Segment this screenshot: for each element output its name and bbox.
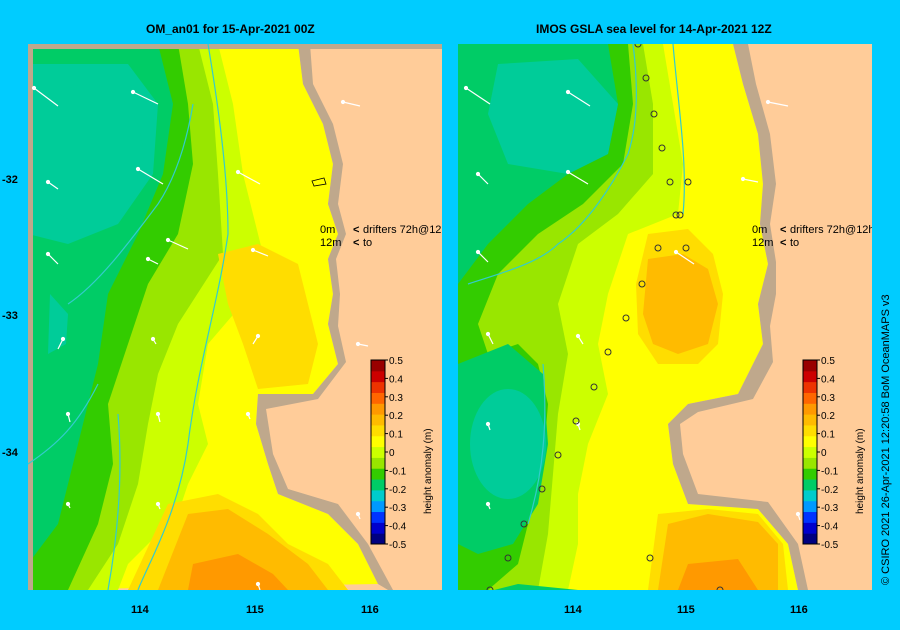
colorbar-swatch [803,414,817,426]
colorbar-swatch [371,381,385,393]
colorbar-swatch [371,392,385,404]
legend-row2-arrow-icon: < [353,237,359,249]
colorbar-tick-label: 0.2 [821,411,835,422]
colorbar-tick-label: 0.4 [389,374,403,385]
colorbar-swatch [371,500,385,513]
legend-right-row2-depth: 12m [752,237,773,249]
colorbar-swatch [803,360,817,372]
sea-level-map-left: 0m < drifters 72h@12h 12m < to 0.5 0.4 0.3… [28,44,442,590]
colorbar-right: 0.5 0.4 0.3 0.2 0.1 0 -0.1 -0.2 -0.3 -0.4 -0.5 heig… [802,356,866,551]
colorbar-swatch [803,489,817,502]
colorbar-tick-label: 0 [821,448,827,459]
colorbar-tick-label: 0.5 [821,356,835,367]
colorbar-swatch [803,522,817,534]
legend-right-row1-text: drifters 72h@12h [790,224,872,236]
colorbar-swatch [371,489,385,502]
colorbar-swatch [803,457,817,469]
legend-row1-text: drifters 72h@12h [363,224,442,236]
lon-tick-right-1: 114 [564,604,582,616]
legend-right-row2-arrow-icon: < [780,237,786,249]
colorbar-tick-label: -0.1 [821,466,839,477]
colorbar-swatch [803,403,817,415]
colorbar-tick-label: -0.2 [389,485,407,496]
colorbar-tick-label: -0.3 [389,503,407,514]
colorbar-tick-label: -0.5 [389,540,407,551]
lon-tick-left-2: 115 [246,604,264,616]
colorbar-tick-label: 0.1 [821,430,835,441]
lon-tick-right-2: 115 [677,604,695,616]
map-panel-left[interactable]: 0m < drifters 72h@12h 12m < to 0.5 0.4 0.3… [28,44,442,590]
colorbar-tick-label: -0.2 [821,485,839,496]
legend-right-row2-text: to [790,237,799,249]
colorbar-swatch [371,522,385,534]
colorbar-swatch [803,533,817,545]
colorbar-tick-label: 0.1 [389,430,403,441]
legend-right-row1-depth: 0m [752,224,767,236]
panel-left-title: OM_an01 for 15-Apr-2021 00Z [146,22,315,36]
colorbar-swatch [371,403,385,415]
colorbar-tick-label: -0.4 [821,522,839,533]
drifter-legend-left: 0m < drifters 72h@12h 12m < to [320,224,442,249]
legend-row2-text: to [363,237,372,249]
colorbar-swatch [371,511,385,523]
colorbar-swatch [803,511,817,523]
colorbar-swatch [371,479,385,491]
lon-tick-left-1: 114 [131,604,149,616]
colorbar-swatch [803,424,817,437]
colorbar-tick-label: -0.1 [389,466,407,477]
colorbar-tick-label: 0.3 [389,393,403,404]
legend-row2-depth: 12m [320,237,341,249]
colorbar-tick-label: 0 [389,448,395,459]
lat-tick-left-3: -34 [2,447,18,459]
credit-text: © CSIRO 2021 26-Apr-2021 12:20:58 BoM Oc… [880,294,892,585]
colorbar-swatch [371,360,385,372]
colorbar-left: 0.5 0.4 0.3 0.2 0.1 0 -0.1 -0.2 -0.3 -0.4 -0.5 heig… [370,356,434,551]
colorbar-swatch [803,381,817,393]
colorbar-tick-label: -0.3 [821,503,839,514]
colorbar-tick-label: 0.4 [821,374,835,385]
colorbar-swatch [371,468,385,480]
legend-row1-arrow-icon: < [353,224,359,236]
colorbar-swatch [371,370,385,383]
colorbar-swatch [803,392,817,404]
colorbar-tick-label: 0.3 [821,393,835,404]
panel-right-title: IMOS GSLA sea level for 14-Apr-2021 12Z [536,22,772,36]
colorbar-swatch [803,479,817,491]
drifter-legend-right: 0m < drifters 72h@12h 12m < to [752,224,872,249]
legend-right-row1-arrow-icon: < [780,224,786,236]
lat-tick-left-1: -32 [2,174,18,186]
legend-row1-depth: 0m [320,224,335,236]
lon-tick-right-3: 116 [790,604,808,616]
colorbar-tick-label: 0.5 [389,356,403,367]
colorbar-swatch [371,414,385,426]
colorbar-label: height anomaly (m) [423,428,434,514]
map-panel-right[interactable]: 0m < drifters 72h@12h 12m < to 0.5 0.4 0.3… [458,44,872,590]
colorbar-swatch [803,370,817,383]
colorbar-swatch [803,435,817,448]
colorbar-swatch [371,446,385,458]
colorbar-swatch [803,500,817,513]
colorbar-swatch [371,424,385,437]
lon-tick-left-3: 116 [361,604,379,616]
colorbar-swatch [803,468,817,480]
colorbar-tick-label: -0.4 [389,522,407,533]
colorbar-tick-label: 0.2 [389,411,403,422]
lat-tick-left-2: -33 [2,310,18,322]
colorbar-swatch [371,435,385,448]
colorbar-tick-label: -0.5 [821,540,839,551]
colorbar-swatch [803,446,817,458]
colorbar-swatch [371,533,385,545]
colorbar-label: height anomaly (m) [855,428,866,514]
sea-level-map-right: 0m < drifters 72h@12h 12m < to 0.5 0.4 0.3… [458,44,872,590]
colorbar-swatch [371,457,385,469]
